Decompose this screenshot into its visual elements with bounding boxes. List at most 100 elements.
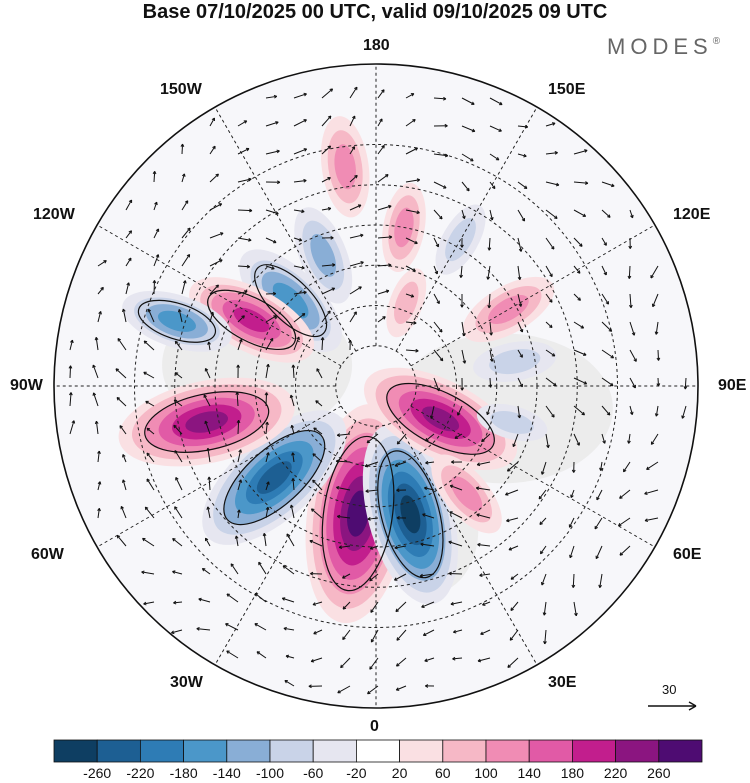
wind-vector bbox=[601, 433, 606, 444]
wind-vector bbox=[115, 368, 127, 379]
colorbar-swatch-10 bbox=[485, 739, 530, 763]
wind-vector bbox=[204, 368, 211, 379]
wind-vector bbox=[539, 517, 547, 526]
wind-vector bbox=[321, 115, 332, 127]
wind-vector bbox=[206, 447, 211, 463]
wind-vector bbox=[293, 313, 306, 323]
wind-vector bbox=[348, 339, 353, 351]
wind-vector bbox=[116, 534, 127, 547]
wind-vector bbox=[174, 340, 183, 351]
wind-vector bbox=[209, 117, 215, 127]
wind-vector bbox=[617, 517, 631, 527]
wind-vector bbox=[143, 340, 155, 351]
wind-vector bbox=[540, 573, 547, 586]
wind-vector bbox=[69, 420, 76, 435]
wind-vector bbox=[460, 293, 464, 308]
wind-vector bbox=[369, 657, 379, 670]
wind-vector bbox=[198, 597, 211, 603]
wind-vector bbox=[425, 684, 435, 688]
colorbar-tick-label: 100 bbox=[474, 765, 498, 781]
wind-vector bbox=[349, 261, 364, 267]
contour-layer bbox=[137, 264, 495, 592]
wind-vector bbox=[293, 265, 305, 270]
wind-vector bbox=[153, 254, 160, 267]
wind-vector bbox=[422, 629, 435, 637]
wind-vector bbox=[377, 89, 385, 99]
wind-vector bbox=[336, 514, 351, 519]
wind-vector bbox=[545, 122, 556, 127]
wind-vector bbox=[336, 433, 351, 437]
wind-vector bbox=[461, 321, 466, 337]
wind-vector bbox=[644, 517, 659, 523]
wind-vector bbox=[573, 237, 583, 247]
wind-vector bbox=[313, 427, 323, 435]
colorbar-swatch-12 bbox=[572, 739, 617, 763]
latitude-circle-70 bbox=[295, 305, 457, 467]
wind-vector bbox=[480, 629, 491, 636]
wind-vector bbox=[425, 460, 435, 465]
wind-vector bbox=[237, 315, 245, 323]
wind-vector bbox=[364, 461, 379, 468]
wind-vector bbox=[433, 96, 447, 101]
wind-vector bbox=[125, 230, 133, 239]
wind-vector bbox=[234, 535, 239, 547]
wind-vector bbox=[125, 257, 132, 267]
wind-vector bbox=[489, 153, 500, 161]
wind-vector bbox=[94, 420, 99, 435]
wind-vector bbox=[395, 601, 407, 613]
wind-vector bbox=[209, 311, 214, 323]
colorbar-swatch-13 bbox=[615, 739, 660, 763]
contour-3 bbox=[144, 391, 270, 453]
wind-vector bbox=[377, 145, 385, 155]
wind-vector bbox=[628, 293, 633, 309]
wind-vector bbox=[237, 120, 248, 127]
wind-vector bbox=[650, 265, 659, 279]
wind-vector bbox=[342, 601, 351, 610]
map-border bbox=[53, 63, 699, 709]
contour-5 bbox=[254, 264, 328, 338]
wind-vector bbox=[573, 293, 581, 301]
wind-vector bbox=[201, 567, 211, 575]
wind-vector bbox=[120, 505, 127, 519]
wind-vector bbox=[142, 537, 155, 547]
wind-vector bbox=[144, 506, 155, 519]
wind-vector bbox=[207, 476, 212, 491]
wind-vector bbox=[433, 265, 439, 275]
wind-vector bbox=[92, 364, 99, 379]
wind-vector bbox=[479, 573, 491, 578]
wind-vector bbox=[448, 571, 463, 576]
wind-vector bbox=[433, 153, 449, 158]
wind-vector bbox=[177, 309, 183, 323]
wind-vector bbox=[422, 513, 435, 519]
colorbar-swatch-3 bbox=[183, 739, 228, 763]
wind-vector bbox=[646, 461, 659, 470]
wind-vector bbox=[545, 377, 557, 387]
wind-vector bbox=[236, 419, 241, 435]
wind-vector bbox=[174, 372, 183, 379]
anomaly-blob-5 bbox=[239, 249, 342, 352]
wind-vector bbox=[461, 209, 466, 220]
colorbar-tick-label: -20 bbox=[346, 765, 367, 781]
wind-vector bbox=[237, 449, 242, 463]
wind-vector bbox=[628, 237, 633, 249]
wind-vector bbox=[654, 405, 659, 417]
wind-vector bbox=[153, 228, 160, 239]
reference-vector-label: 30 bbox=[662, 682, 677, 697]
lon-label-90w: 90W bbox=[10, 377, 43, 394]
wind-vector bbox=[265, 452, 270, 463]
wind-vector bbox=[394, 545, 407, 550]
wind-vector bbox=[117, 338, 127, 351]
wind-vector bbox=[510, 601, 519, 611]
wind-vector bbox=[230, 563, 239, 575]
wind-vector bbox=[512, 433, 519, 448]
wind-vector bbox=[405, 265, 416, 272]
wind-vector bbox=[454, 433, 463, 439]
wind-vector bbox=[369, 545, 379, 550]
wind-vector bbox=[308, 684, 323, 689]
wind-vector bbox=[545, 209, 558, 219]
colorbar-swatch-6 bbox=[312, 739, 357, 763]
wind-vector bbox=[258, 561, 267, 575]
colorbar-tick-label: 260 bbox=[647, 765, 671, 781]
wind-vector bbox=[119, 425, 127, 435]
wind-vector bbox=[237, 237, 252, 242]
